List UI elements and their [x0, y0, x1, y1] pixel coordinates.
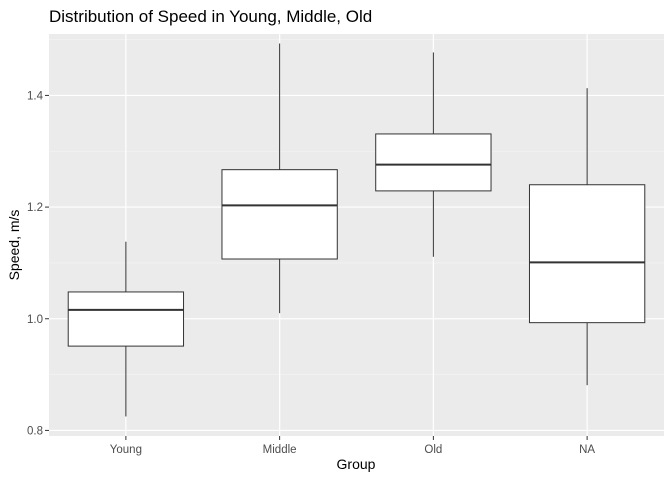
chart-title: Distribution of Speed in Young, Middle, …: [49, 7, 372, 26]
y-tick-label: 1.4: [27, 90, 44, 102]
iqr-box: [221, 169, 338, 260]
x-tick-label: Middle: [263, 444, 297, 456]
iqr-box: [375, 133, 492, 192]
y-axis-title: Speed, m/s: [6, 210, 22, 281]
box-middle: [221, 43, 338, 314]
iqr-box: [528, 184, 646, 324]
box-na: [528, 88, 646, 386]
x-tick-label: Young: [110, 444, 142, 456]
x-tick-label: Old: [424, 444, 442, 456]
y-tick-label: 1.0: [27, 314, 43, 326]
box-old: [375, 52, 492, 257]
boxes: [67, 43, 646, 417]
y-axis: 0.8 1.0 1.2 1.4: [27, 90, 49, 437]
x-axis-title: Group: [337, 456, 376, 472]
iqr-box: [67, 291, 185, 347]
y-tick-label: 1.2: [27, 202, 43, 214]
x-axis: Young Middle Old NA: [110, 436, 595, 456]
y-tick-label: 0.8: [27, 425, 43, 437]
box-young: [67, 241, 185, 417]
x-tick-label: NA: [579, 444, 595, 456]
